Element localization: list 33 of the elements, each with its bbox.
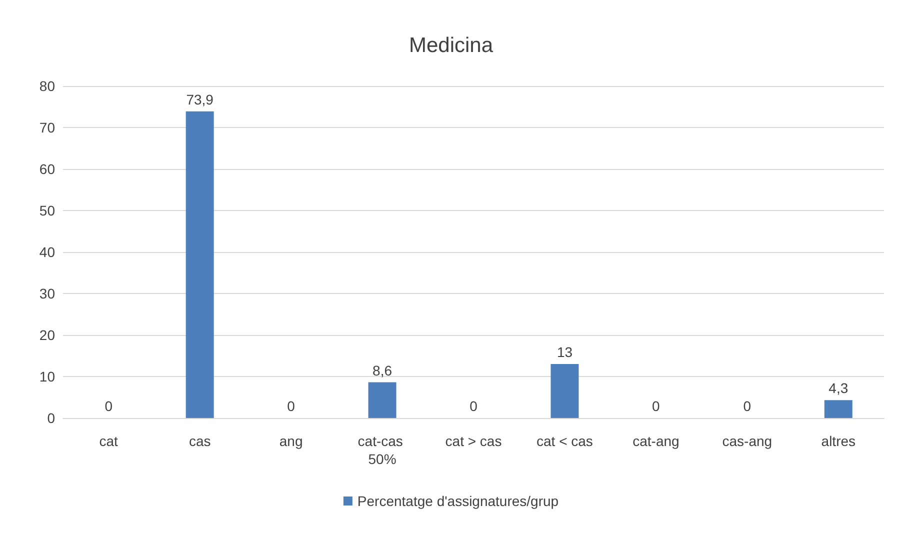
data-label: 13 xyxy=(556,344,573,360)
x-tick-label: cat > cas xyxy=(445,433,502,449)
bar xyxy=(368,382,396,418)
y-tick-label: 60 xyxy=(39,161,56,177)
bar xyxy=(186,111,214,418)
y-tick-label: 10 xyxy=(39,368,56,384)
data-label: 0 xyxy=(470,398,478,414)
data-label: 0 xyxy=(743,398,752,414)
y-tick-label: 0 xyxy=(47,410,56,426)
data-label: 4,3 xyxy=(828,380,848,396)
x-tick-label: cat xyxy=(99,433,118,449)
data-label: 0 xyxy=(104,398,113,414)
y-tick-label: 70 xyxy=(39,120,56,136)
x-tick-label: cas-ang xyxy=(722,433,772,449)
y-tick-label: 80 xyxy=(39,78,56,94)
chart-title: Medicina xyxy=(408,34,494,57)
x-tick-label: cat-cas 50% xyxy=(358,433,407,467)
bar xyxy=(550,364,579,418)
legend-label: Percentatge d'assignatures/grup xyxy=(357,493,559,509)
data-label: 73,9 xyxy=(186,91,214,108)
x-tick-label: altres xyxy=(821,433,856,449)
x-tick-label: cat-ang xyxy=(632,433,680,449)
data-label: 8,6 xyxy=(372,362,392,378)
x-tick-label: cas xyxy=(188,433,211,449)
y-tick-label: 20 xyxy=(39,327,56,343)
x-tick-label: cat < cas xyxy=(536,433,593,449)
y-tick-label: 50 xyxy=(39,202,56,218)
y-tick-label: 30 xyxy=(39,286,56,302)
data-label: 0 xyxy=(652,398,660,414)
data-label: 0 xyxy=(287,398,296,414)
y-tick-label: 40 xyxy=(39,244,56,260)
x-tick-label: ang xyxy=(279,433,303,449)
bar xyxy=(824,400,852,418)
